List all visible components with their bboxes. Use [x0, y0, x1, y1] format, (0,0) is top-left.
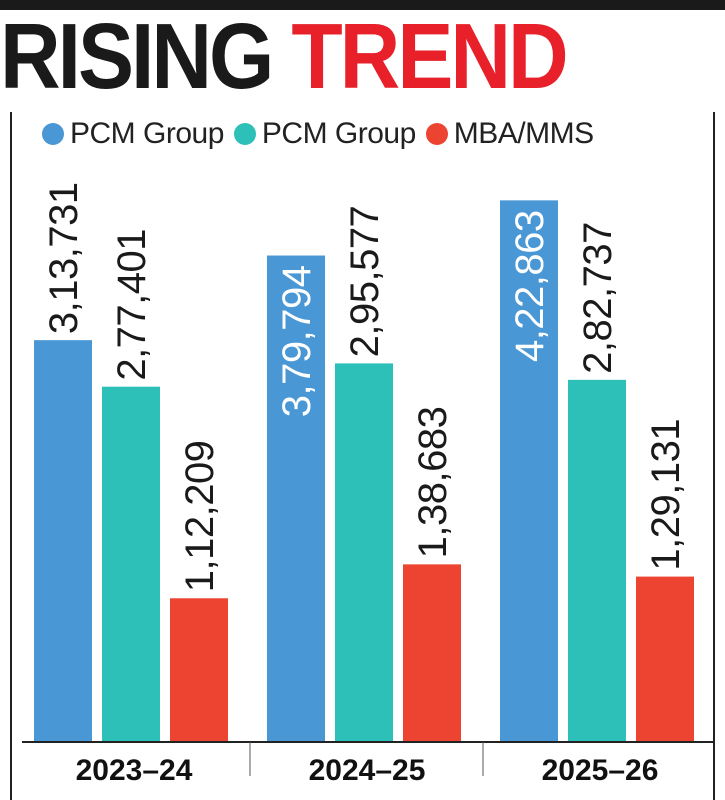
legend-item-3: MBA/MMS [425, 117, 594, 151]
data-label: 2,95,577 [343, 206, 387, 358]
x-tick-label: 2024–25 [309, 754, 426, 787]
bar [170, 598, 228, 742]
chart-panel [10, 112, 715, 800]
data-label: 2,77,401 [110, 229, 154, 381]
legend-swatch-2 [233, 123, 256, 145]
bar [403, 564, 461, 742]
bar [568, 379, 626, 742]
data-label: 1,38,683 [411, 407, 455, 559]
bar [500, 200, 558, 743]
data-label: 3,79,794 [275, 265, 319, 417]
legend-swatch-3 [425, 123, 448, 145]
top-rule [0, 0, 725, 10]
x-tick-label: 2023–24 [76, 754, 193, 787]
legend-item-2: PCM Group [233, 117, 416, 151]
bar [267, 255, 325, 743]
x-tick-label: 2025–26 [542, 754, 659, 787]
legend-item-1: PCM Group [42, 117, 224, 151]
legend-label-2: PCM Group [261, 117, 416, 150]
data-label: 3,13,731 [42, 182, 86, 334]
bar [34, 340, 92, 742]
data-label: 1,12,209 [178, 441, 222, 593]
headline-word-trend: TREND [291, 4, 568, 108]
legend-label-1: PCM Group [70, 117, 224, 150]
legend: PCM Group PCM Group MBA/MMS [42, 112, 604, 156]
headline: RISING TREND [0, 1, 725, 111]
legend-swatch-1 [42, 123, 64, 145]
bar [335, 363, 393, 742]
bar [636, 576, 694, 742]
data-label: 4,22,863 [508, 210, 552, 362]
data-label: 1,29,131 [644, 419, 688, 571]
legend-label-3: MBA/MMS [453, 117, 594, 150]
headline-word-rising: RISING [0, 4, 274, 108]
data-label: 2,82,737 [576, 222, 620, 374]
bar [102, 386, 160, 742]
